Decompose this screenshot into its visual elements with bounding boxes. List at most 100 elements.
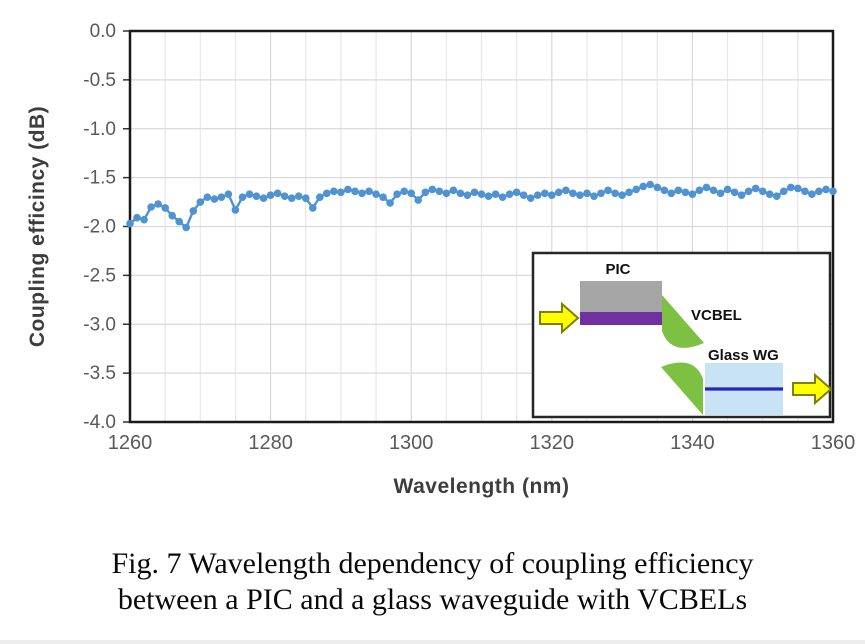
inset-label-vcbel: VCBEL [691,307,742,324]
data-point-marker [604,186,612,195]
data-point-marker [773,192,781,200]
data-point-marker [463,191,472,199]
data-point-marker [470,188,479,197]
data-point-marker [210,195,219,203]
data-point-marker [372,190,380,198]
data-point-marker [541,189,549,198]
bottom-strip [0,640,865,644]
light-arrow-icon [539,301,580,335]
data-point-marker [337,188,345,197]
x-axis-title: Wavelength (nm) [394,475,570,498]
data-point-marker [801,187,809,196]
turning-mirror-bottom [661,362,703,415]
data-point-marker [456,189,465,198]
data-point-marker [555,188,563,197]
inset-diagram: PIC VCBEL Glass WG [531,251,833,419]
x-tick-label: 1280 [248,432,293,454]
data-point-marker [526,194,535,202]
data-point-marker [196,198,205,206]
data-point-marker [737,191,746,199]
data-point-marker [386,199,394,207]
y-tick-label: -1.0 [83,119,116,140]
data-point-marker [266,191,275,199]
y-tick-label: -1.5 [83,168,116,189]
data-point-marker [709,186,718,195]
data-point-marker [702,183,711,192]
data-point-marker [421,188,430,197]
x-tick-label: 1360 [811,432,856,454]
data-point-marker [245,190,254,198]
data-point-marker [646,180,654,189]
data-point-marker [140,215,148,224]
data-point-marker [590,192,598,200]
data-point-marker [681,188,690,197]
data-point-marker [351,187,359,196]
data-point-marker [154,200,162,208]
data-point-marker [533,191,542,199]
data-point-marker [280,192,289,200]
data-point-marker [365,187,373,196]
data-point-marker [189,207,198,215]
data-point-marker [133,213,141,222]
data-point-marker [562,186,570,195]
data-point-marker [723,185,732,194]
data-point-marker [217,193,226,201]
inset-label-glass-wg: Glass WG [708,347,779,364]
data-point-marker [611,189,619,198]
data-point-marker [435,187,444,196]
data-point-marker [400,187,409,196]
caption-line-1: Fig. 7 Wavelength dependency of coupling… [111,547,754,580]
data-point-marker [815,187,823,196]
data-point-marker [175,217,183,226]
data-point-marker [358,189,366,198]
data-point-marker [618,191,626,199]
data-point-marker [316,193,324,201]
pic-waveguide-layer [580,312,662,325]
light-arrow-icon [792,372,833,406]
data-point-marker [498,193,507,201]
x-tick-label: 1320 [530,432,575,454]
data-point-marker [548,191,556,199]
caption-line-2: between a PIC and a glass waveguide with… [117,583,748,616]
data-point-marker [323,189,331,198]
data-point-marker [309,204,317,212]
data-point-marker [449,186,458,195]
data-point-marker [688,190,697,198]
data-point-marker [569,189,577,198]
data-point-marker [794,184,802,193]
data-point-marker [808,190,816,198]
data-point-marker [484,192,493,200]
inset-label-pic: PIC [605,261,630,278]
data-point-marker [344,185,352,194]
data-point-marker [716,189,725,198]
data-point-marker [576,191,584,199]
data-point-marker [758,187,767,196]
y-tick-label: -3.5 [83,363,116,384]
data-point-marker [639,182,647,191]
data-point-marker [477,190,486,198]
data-point-marker [302,194,310,202]
data-point-marker [660,186,669,195]
data-point-marker [744,187,753,196]
data-point-marker [674,186,683,195]
x-tick-label: 1300 [389,432,434,454]
y-tick-label: -4.0 [83,412,116,433]
data-point-marker [294,192,303,200]
data-point-marker [787,183,795,192]
data-point-marker [147,203,155,211]
data-point-marker [730,188,739,197]
data-series-coupling-efficiency [126,180,837,232]
data-point-marker [252,192,261,200]
data-point-marker [442,189,451,198]
data-point-marker [583,189,591,198]
x-tick-label: 1260 [108,432,153,454]
data-point-marker [822,185,830,194]
data-point-marker [653,183,662,192]
figure-caption: Fig. 7 Wavelength dependency of coupling… [0,546,865,618]
data-point-marker [414,196,423,204]
data-point-marker [597,189,605,198]
y-tick-label: -2.0 [83,217,116,238]
data-point-marker [238,193,247,201]
data-point-marker [168,211,176,220]
